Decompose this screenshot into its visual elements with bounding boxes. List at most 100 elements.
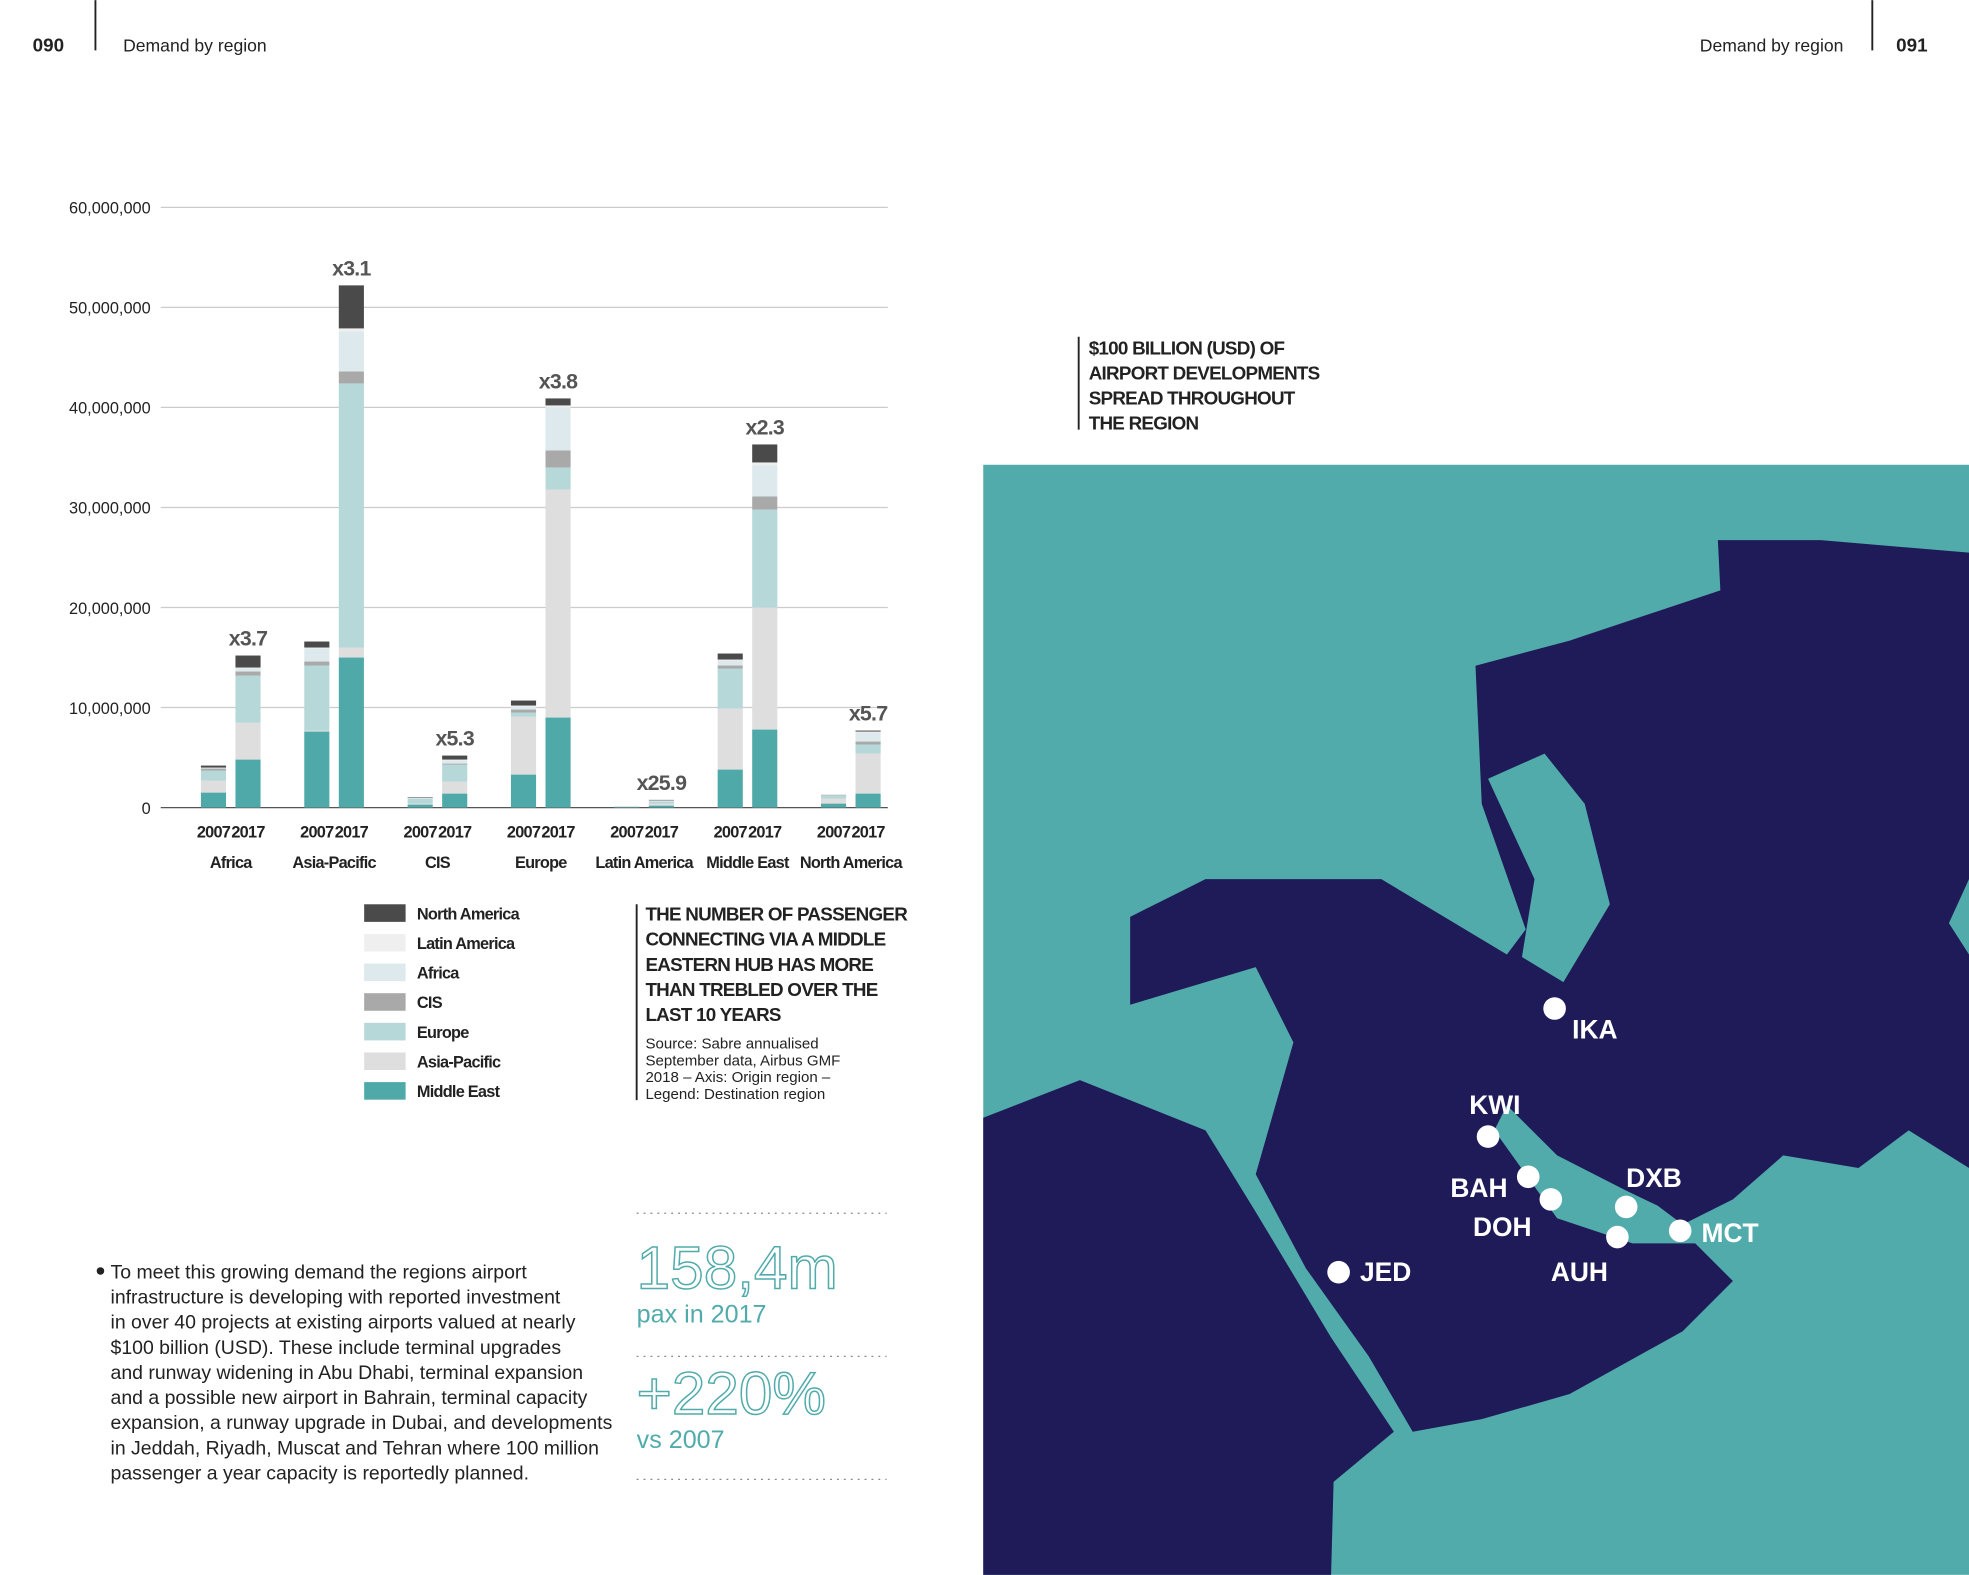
bar-segment <box>510 716 537 775</box>
stat-value: 158,4m <box>637 1234 838 1302</box>
bar-segment <box>717 659 743 661</box>
bar-segment <box>821 794 847 796</box>
airport-label: BAH <box>1450 1173 1507 1203</box>
x-tick-label: 2007 <box>197 824 231 842</box>
legend-label: CIS <box>417 994 443 1012</box>
bar-segment <box>338 383 364 648</box>
airport-label: DXB <box>1626 1163 1682 1193</box>
running-title: Demand by region <box>123 36 267 56</box>
group-label: North America <box>800 854 904 872</box>
body-line: in over 40 projects at existing airports… <box>111 1312 576 1334</box>
bar-segment <box>442 764 468 782</box>
callout-line: LAST 10 YEARS <box>645 1004 780 1025</box>
bar-segment <box>442 760 468 764</box>
bar-segment <box>752 444 778 463</box>
airport-dot <box>1539 1188 1563 1211</box>
airport-label: MCT <box>1702 1218 1759 1248</box>
callout-line: THE NUMBER OF PASSENGER <box>645 904 908 925</box>
bar-segment <box>304 665 330 731</box>
group-label: CIS <box>425 854 451 872</box>
bar-segment <box>855 793 881 808</box>
page-number: 090 <box>33 35 64 56</box>
legend-label: Latin America <box>417 935 516 953</box>
group-label: Africa <box>210 854 253 872</box>
airport-label: DOH <box>1473 1212 1532 1242</box>
bar-segment <box>200 792 227 808</box>
body-line: expansion, a runway upgrade in Dubai, an… <box>111 1412 613 1434</box>
growth-annotation: x3.1 <box>332 256 371 280</box>
source-line: 2018 – Axis: Origin region – <box>645 1069 830 1086</box>
bar-segment <box>510 712 537 717</box>
bar-segment <box>200 770 227 781</box>
page-number: 091 <box>1896 35 1927 56</box>
legend-swatch <box>364 963 406 982</box>
stat-caption: pax in 2017 <box>637 1300 767 1328</box>
bar-segment <box>821 798 847 804</box>
bar-segment <box>545 405 571 408</box>
running-title: Demand by region <box>1700 36 1844 56</box>
y-tick-label: 60,000,000 <box>69 200 151 218</box>
legend-swatch <box>364 1052 406 1071</box>
bar-segment <box>752 465 778 497</box>
x-tick-label: 2007 <box>404 824 438 842</box>
x-tick-label: 2017 <box>541 824 575 842</box>
bullet <box>96 1267 105 1275</box>
bar-segment <box>338 371 364 384</box>
bar-segment <box>855 741 881 745</box>
x-tick-label: 2017 <box>438 824 472 842</box>
source-line: Legend: Destination region <box>645 1086 825 1103</box>
bar-segment <box>442 763 468 765</box>
map-title-line: AIRPORT DEVELOPMENTS <box>1089 362 1320 383</box>
legend-label: Middle East <box>417 1083 501 1101</box>
bar-segment <box>717 668 743 709</box>
legend-label: Europe <box>417 1024 469 1042</box>
body-line: in Jeddah, Riyadh, Muscat and Tehran whe… <box>111 1437 599 1459</box>
bar-segment <box>717 708 743 770</box>
bar-segment <box>235 759 261 808</box>
bar-segment <box>545 398 571 406</box>
legend-swatch <box>364 904 406 922</box>
bar-segment <box>752 607 778 730</box>
bar-segment <box>235 675 261 723</box>
bar-segment <box>752 496 778 510</box>
group-label: Asia-Pacific <box>292 854 376 872</box>
bar-segment <box>717 653 743 660</box>
bar-segment <box>545 467 571 490</box>
source-line: September data, Airbus GMF <box>645 1052 840 1069</box>
bar-segment <box>200 767 227 769</box>
bar-segment <box>648 799 674 801</box>
x-tick-label: 2007 <box>610 824 644 842</box>
bar-segment <box>407 797 433 799</box>
bar-segment <box>752 462 778 466</box>
growth-annotation: x3.8 <box>539 369 578 393</box>
bar-segment <box>407 803 433 805</box>
x-tick-label: 2007 <box>300 824 334 842</box>
airport-label: JED <box>1360 1257 1411 1287</box>
bar-segment <box>442 793 468 808</box>
bar-segment <box>338 331 364 372</box>
legend-label: Asia-Pacific <box>417 1054 501 1072</box>
bar-segment <box>545 407 571 451</box>
growth-annotation: x2.3 <box>745 415 784 439</box>
callout-line: THAN TREBLED OVER THE <box>645 979 877 1000</box>
group-label: Latin America <box>595 854 694 872</box>
y-tick-label: 30,000,000 <box>69 500 151 518</box>
bar-segment <box>855 744 881 754</box>
body-line: $100 billion (USD). These include termin… <box>111 1337 562 1359</box>
body-line: To meet this growing demand the regions … <box>111 1261 528 1283</box>
airport-dot <box>1668 1219 1692 1243</box>
x-tick-label: 2017 <box>748 824 782 842</box>
bar-segment <box>235 655 261 668</box>
bar-segment <box>545 450 571 468</box>
bar-segment <box>200 780 227 793</box>
bar-segment <box>752 509 778 608</box>
y-tick-label: 50,000,000 <box>69 300 151 318</box>
airport-dot <box>1614 1195 1638 1219</box>
airport-label: IKA <box>1572 1015 1617 1045</box>
map-title-line: THE REGION <box>1089 413 1199 434</box>
map-land <box>983 1080 1394 1575</box>
bar-segment <box>648 805 674 808</box>
bar-segment <box>235 722 261 760</box>
bar-segment <box>855 732 881 742</box>
bar-segment <box>304 648 330 662</box>
